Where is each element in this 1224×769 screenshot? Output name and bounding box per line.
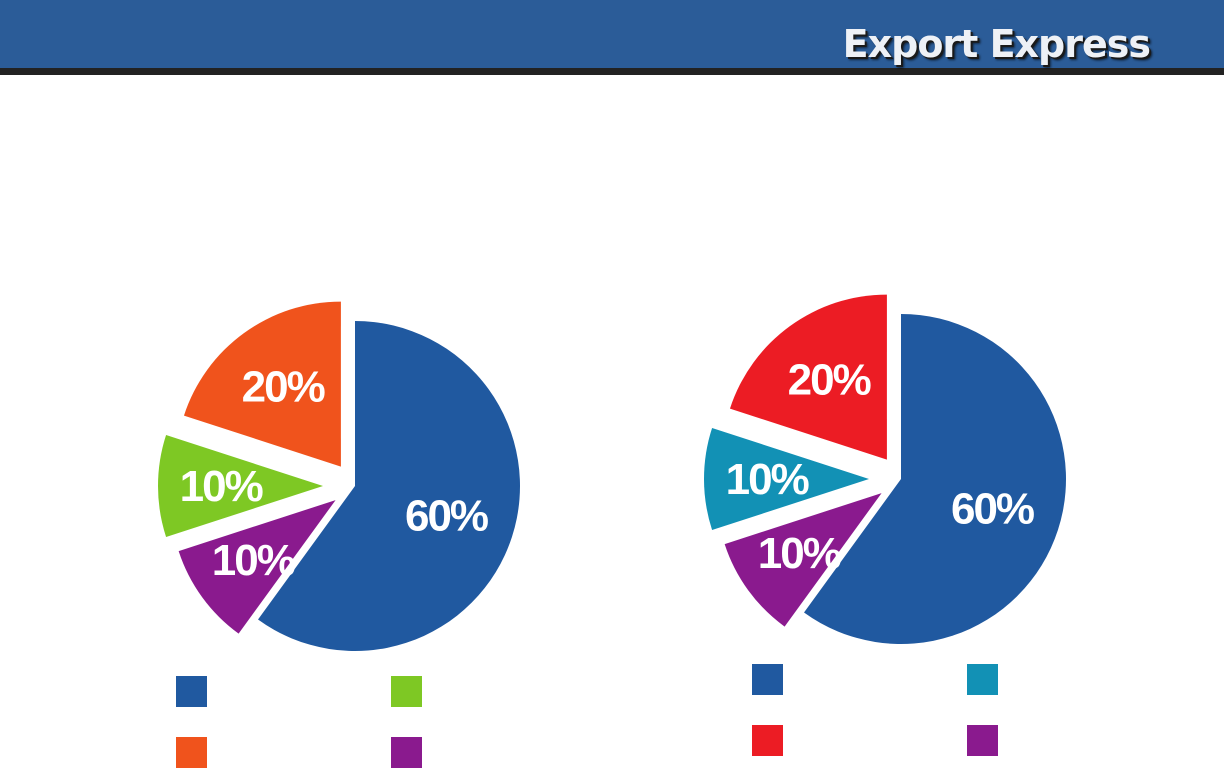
- legend-1-swatch-3: [967, 725, 998, 756]
- pie-1-slice-10-b: [703, 428, 869, 530]
- pie-1-slice-60-label: 60%: [951, 485, 1034, 534]
- pie-0-slice-10-b-label: 10%: [180, 462, 263, 511]
- brand-title: Export Express: [842, 22, 1151, 66]
- pie-0-slice-60-label: 60%: [405, 492, 488, 541]
- pie-0-slice-10-a-label: 10%: [212, 536, 295, 585]
- pie-1-slice-10-a-label: 10%: [758, 529, 841, 578]
- legend-0-swatch-2: [176, 737, 207, 768]
- header-rule: [0, 68, 1224, 75]
- pie-1-slice-20-label: 20%: [788, 355, 871, 404]
- pie-0-slice-20-label: 20%: [242, 362, 325, 411]
- pie-0-slice-10-a: [178, 500, 336, 634]
- legend-0-swatch-1: [391, 676, 422, 707]
- legend-1-swatch-0: [752, 664, 783, 695]
- pie-0-slice-10-b: [158, 435, 323, 537]
- pie-0-slice-20: [183, 301, 341, 467]
- pie-1-slice-60: [804, 314, 1067, 644]
- legend-1-swatch-1: [967, 664, 998, 695]
- pie-0-slice-60: [258, 321, 520, 652]
- legend-1-swatch-2: [752, 725, 783, 756]
- pie-1-slice-10-a: [724, 493, 882, 627]
- pie-1-slice-20: [729, 294, 887, 460]
- header-bar: [0, 0, 1224, 68]
- legend-0-swatch-0: [176, 676, 207, 707]
- pie-1-slice-10-b-label: 10%: [726, 455, 809, 504]
- legend-0-swatch-3: [391, 737, 422, 768]
